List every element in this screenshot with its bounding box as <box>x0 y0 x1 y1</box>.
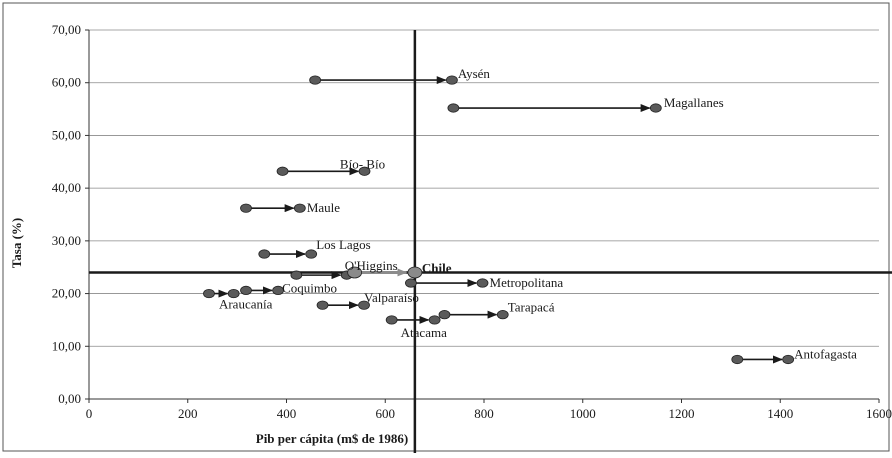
region-points <box>203 75 795 365</box>
y-tick-label: 0,00 <box>58 391 81 406</box>
region-point-start <box>258 249 271 259</box>
region-point-start <box>240 203 252 213</box>
region-label: Los Lagos <box>316 237 371 252</box>
region-label: O'Higgins <box>345 258 398 273</box>
y-tick-label: 20,00 <box>52 286 81 301</box>
axes <box>2 2 890 452</box>
x-tick-label: 1600 <box>866 406 892 421</box>
region-label: Maule <box>307 200 340 215</box>
region-point-end <box>293 203 306 213</box>
region-label: Atacama <box>401 325 447 340</box>
x-tick-label: 400 <box>277 406 297 421</box>
region-label: Antofagasta <box>794 346 857 361</box>
region-label: Aysén <box>458 66 491 81</box>
region-point-end <box>782 354 795 365</box>
region-point-end <box>428 315 441 325</box>
region-point-start <box>309 75 322 85</box>
region-point-end <box>272 285 285 296</box>
reference-lines <box>89 30 892 453</box>
region-point-start <box>438 310 451 320</box>
region-point-start <box>405 278 417 288</box>
region-labels: Aysén Magallanes Bío- Bío Maule Los Lagos O'H… <box>219 66 857 361</box>
y-tick-label: 60,00 <box>52 75 81 90</box>
region-point-end <box>476 278 489 288</box>
region-point-end <box>446 75 458 85</box>
region-label: Coquimbo <box>282 280 337 295</box>
region-label: Tarapacá <box>508 300 555 315</box>
x-tick-label: 600 <box>376 406 396 421</box>
region-point-end <box>305 249 318 259</box>
x-tick-label: 200 <box>178 406 198 421</box>
region-point-start <box>290 270 303 280</box>
region-point-start <box>276 166 289 176</box>
y-tick-label: 10,00 <box>52 338 81 353</box>
region-label: Bío- Bío <box>340 156 385 171</box>
region-point-end <box>358 300 370 310</box>
region-point-start <box>385 315 398 325</box>
region-label: Magallanes <box>664 95 724 110</box>
x-tick-label: 800 <box>474 406 494 421</box>
x-tick-label: 1200 <box>669 406 695 421</box>
region-point-end <box>358 166 371 176</box>
y-tick-label: 70,00 <box>52 22 81 37</box>
region-point-start <box>347 266 363 279</box>
chart-frame <box>2 2 890 452</box>
y-tick-label: 40,00 <box>52 180 81 195</box>
tick-labels: 0,00 10,00 20,00 30,00 40,00 50,00 60,00 70,00 0… <box>52 22 892 421</box>
region-label: Araucanía <box>219 297 273 312</box>
region-point-start <box>316 300 329 310</box>
region-point-start <box>203 288 215 299</box>
region-point-end <box>496 310 509 320</box>
x-axis-title: Pib per cápita (m$ de 1986) <box>256 431 409 446</box>
y-tick-label: 30,00 <box>52 233 81 248</box>
region-label: Chile <box>422 260 452 275</box>
y-tick-label: 50,00 <box>52 127 81 142</box>
region-point-end <box>227 288 240 299</box>
region-point-end <box>407 266 423 279</box>
region-point-end <box>649 103 662 113</box>
x-tick-label: 0 <box>86 406 93 421</box>
region-label: Valparaíso <box>364 290 419 305</box>
x-tick-label: 1400 <box>767 406 793 421</box>
y-axis-title: Tasa (%) <box>9 218 24 268</box>
x-tick-label: 1000 <box>570 406 596 421</box>
region-point-start <box>240 285 252 296</box>
region-point-start <box>731 354 744 365</box>
region-arrows <box>213 76 783 364</box>
region-point-start <box>447 103 460 113</box>
region-label: Metropolitana <box>490 275 564 290</box>
